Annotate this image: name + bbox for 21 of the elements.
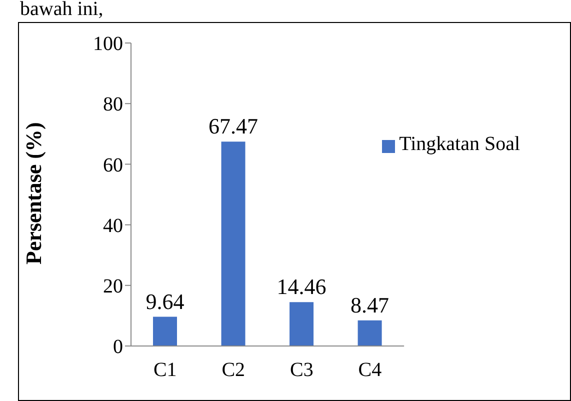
data-label: 14.46 bbox=[276, 274, 326, 300]
legend-label: Tingkatan Soal bbox=[399, 133, 520, 155]
y-tick-label: 40 bbox=[103, 214, 123, 237]
y-axis-title: Persentase (%) bbox=[20, 122, 46, 264]
text: bawah ini, bbox=[20, 0, 104, 20]
bar bbox=[153, 316, 177, 346]
data-label: 67.47 bbox=[208, 114, 258, 139]
x-tick-label: C2 bbox=[222, 359, 246, 382]
bar bbox=[221, 142, 246, 346]
y-tick-label: 100 bbox=[93, 33, 123, 56]
data-label: 8.47 bbox=[350, 292, 390, 318]
y-tick-label: 20 bbox=[103, 276, 123, 298]
bar bbox=[290, 302, 314, 346]
y-tick-label: 80 bbox=[103, 94, 123, 116]
x-tick-label: C4 bbox=[358, 359, 382, 382]
x-tick-label: C3 bbox=[290, 359, 314, 382]
x-tick-label: C1 bbox=[153, 359, 177, 382]
y-tick-label: 60 bbox=[103, 154, 123, 176]
data-label: 9.64 bbox=[146, 288, 184, 314]
y-tick-label: 0 bbox=[113, 336, 123, 358]
bar bbox=[358, 320, 382, 346]
